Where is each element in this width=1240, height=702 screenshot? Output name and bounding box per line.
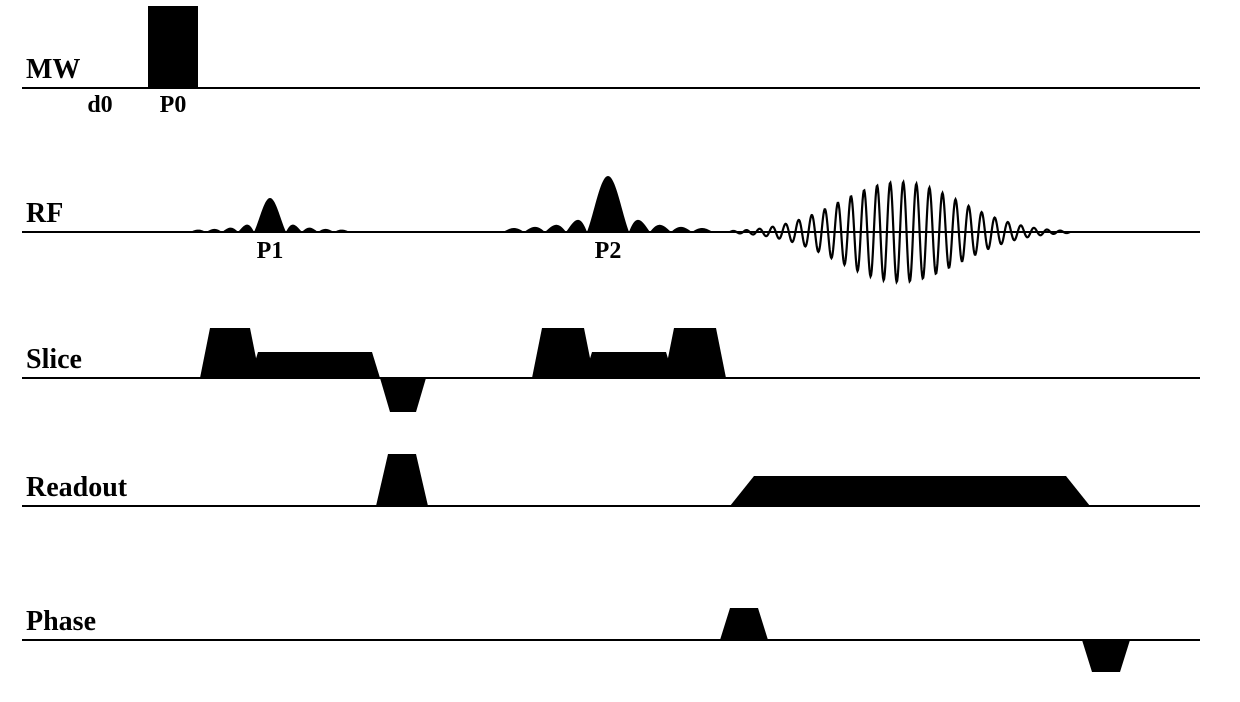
slice-grad-2b: [584, 352, 674, 378]
mw-pulse-p0: [148, 6, 198, 88]
p2-label: P2: [595, 238, 622, 264]
phase-grad-neg: [1082, 640, 1130, 672]
slice-grad-2c: [664, 328, 726, 378]
slice-grad-neg: [380, 378, 426, 412]
mw-label: MW: [26, 54, 80, 85]
phase-label: Phase: [26, 606, 96, 637]
slice-grad-1b: [250, 352, 380, 378]
phase-grad-pos: [720, 608, 768, 640]
slice-grad-2a: [532, 328, 594, 378]
readout-label: Readout: [26, 472, 128, 503]
readout-prephase: [376, 454, 428, 506]
readout-acq: [730, 476, 1090, 506]
rf-pulse-p1: [190, 198, 350, 232]
rf-label: RF: [26, 198, 63, 229]
slice-grad-1: [200, 328, 260, 378]
slice-label: Slice: [26, 344, 82, 375]
p1-label: P1: [257, 238, 284, 264]
p0-label: P0: [160, 92, 187, 118]
d0-label: d0: [87, 92, 112, 118]
rf-pulse-p2: [503, 176, 713, 232]
